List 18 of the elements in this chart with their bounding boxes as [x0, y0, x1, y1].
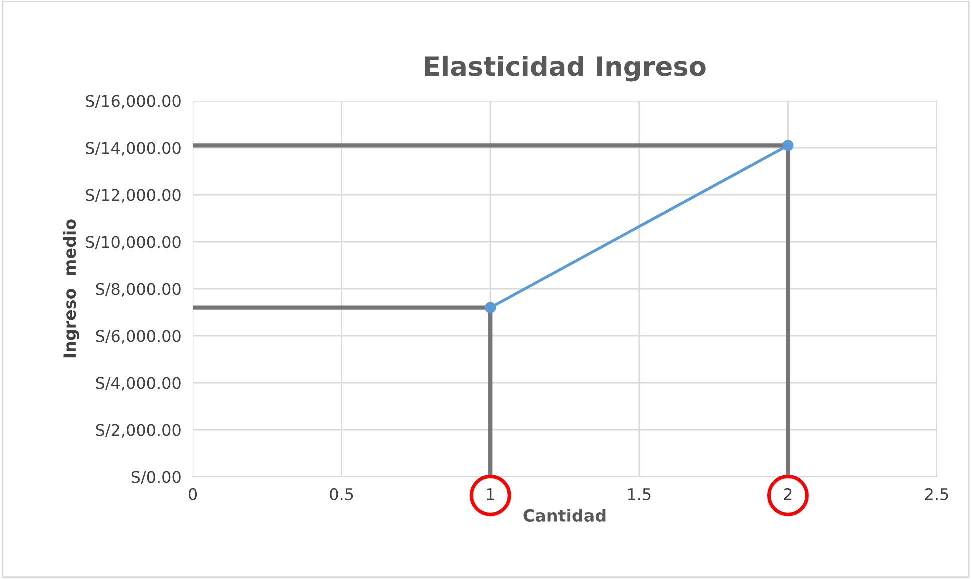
- x-tick-label: 0: [188, 488, 198, 500]
- y-tick-label: S/16,000.00: [86, 95, 181, 109]
- y-tick-label: S/0.00: [132, 471, 181, 485]
- y-tick-label: S/4,000.00: [96, 377, 181, 391]
- chart-title: Elasticidad Ingreso: [425, 56, 706, 82]
- y-tick-label: S/10,000.00: [86, 236, 181, 250]
- x-tick-label: 0.5: [330, 488, 354, 500]
- y-tick-label: S/8,000.00: [96, 283, 181, 297]
- y-axis-title: Ingreso medio: [63, 220, 80, 358]
- x-tick-label: 1: [487, 488, 494, 500]
- y-tick-label: S/6,000.00: [96, 330, 181, 344]
- x-tick-label: 2: [784, 488, 792, 500]
- x-axis-title: Cantidad: [524, 509, 606, 522]
- y-tick-label: S/2,000.00: [96, 424, 181, 438]
- y-tick-label: S/12,000.00: [86, 189, 181, 203]
- y-tick-label: S/14,000.00: [86, 142, 181, 156]
- x-tick-label: 1.5: [628, 488, 651, 500]
- x-tick-label: 2.5: [925, 488, 948, 500]
